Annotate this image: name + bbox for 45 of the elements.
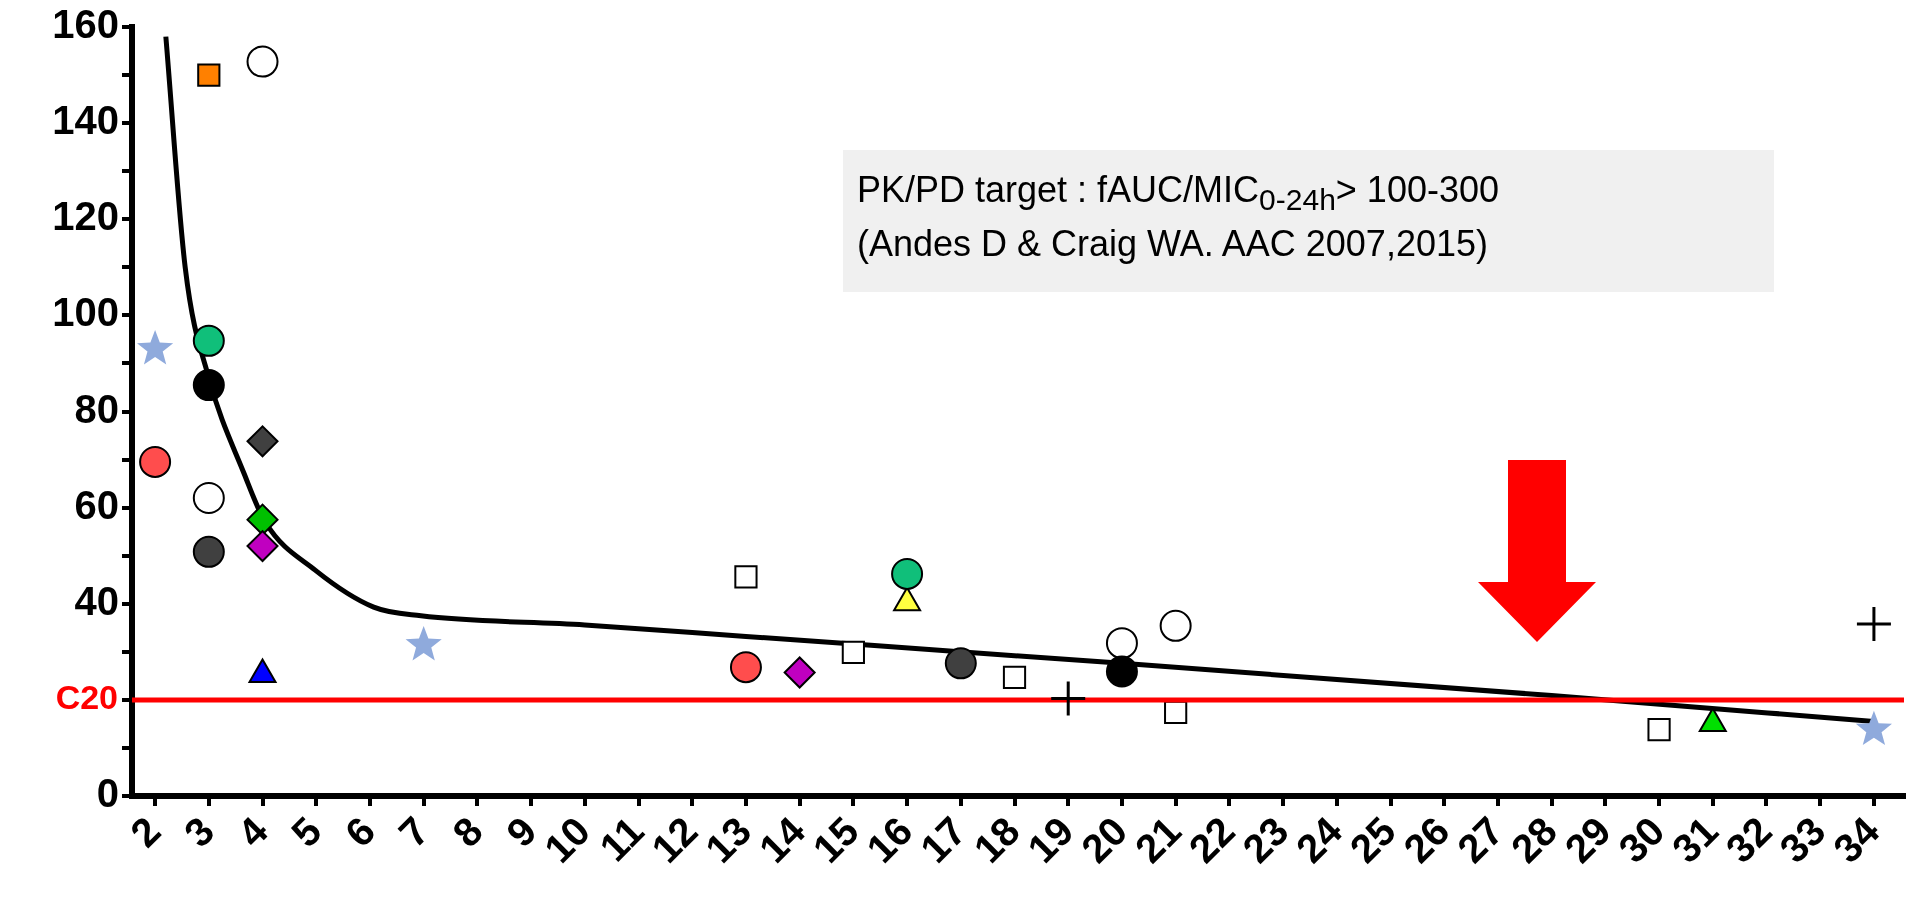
- point: [246, 503, 279, 536]
- point: [1051, 681, 1086, 716]
- y-tick-label: 40: [74, 578, 119, 623]
- x-tick-label: 4: [229, 807, 277, 856]
- x-tick-label: 8: [443, 808, 491, 856]
- y-tick-label: 120: [52, 194, 119, 239]
- y-tick-label: 80: [74, 386, 119, 431]
- y-tick-label: 60: [74, 482, 119, 527]
- x-tick-label: 6: [336, 808, 384, 856]
- point: [1164, 700, 1188, 724]
- x-tick-label: 2: [121, 808, 169, 856]
- text-box: PK/PD target : fAUC/MIC$_{0-24h}$> 100-300 (Andes D & Craig WA. AAC 2007,2015): [843, 150, 1774, 292]
- point: [405, 626, 442, 661]
- annotation: PK/PD target : fAUC/MIC$_{0-24h}$> 100-300: [857, 168, 1500, 219]
- point: [891, 557, 924, 590]
- point: [1647, 718, 1671, 742]
- point: [246, 425, 279, 458]
- point: [197, 63, 221, 87]
- x-tick-label: 34: [1824, 807, 1888, 871]
- point: [246, 45, 279, 78]
- point: [1002, 665, 1027, 689]
- y-tick-label: 0: [96, 771, 119, 816]
- point: [192, 324, 225, 357]
- point: [841, 640, 865, 664]
- point: [734, 565, 758, 589]
- point: [137, 330, 174, 365]
- point: [729, 651, 762, 684]
- y-tick-label: 140: [52, 98, 119, 143]
- point: [783, 656, 816, 689]
- point: [944, 647, 977, 680]
- point: [139, 445, 172, 478]
- annotation: (Andes D & Craig WA. AAC 2007,2015): [857, 222, 1489, 267]
- x-tick-label: 3: [175, 808, 223, 856]
- y-tick-label: 160: [52, 2, 119, 47]
- point: [246, 530, 279, 563]
- x-tick-label: 7: [390, 808, 438, 856]
- y-tick-label: 100: [52, 290, 119, 335]
- point: [1105, 627, 1138, 660]
- point: [1855, 710, 1892, 746]
- x-tick-label: 5: [282, 808, 330, 856]
- point: [192, 482, 225, 515]
- ref-line-label: C20: [55, 678, 118, 717]
- point: [1159, 609, 1192, 642]
- point: [192, 535, 225, 568]
- point: [1856, 606, 1891, 641]
